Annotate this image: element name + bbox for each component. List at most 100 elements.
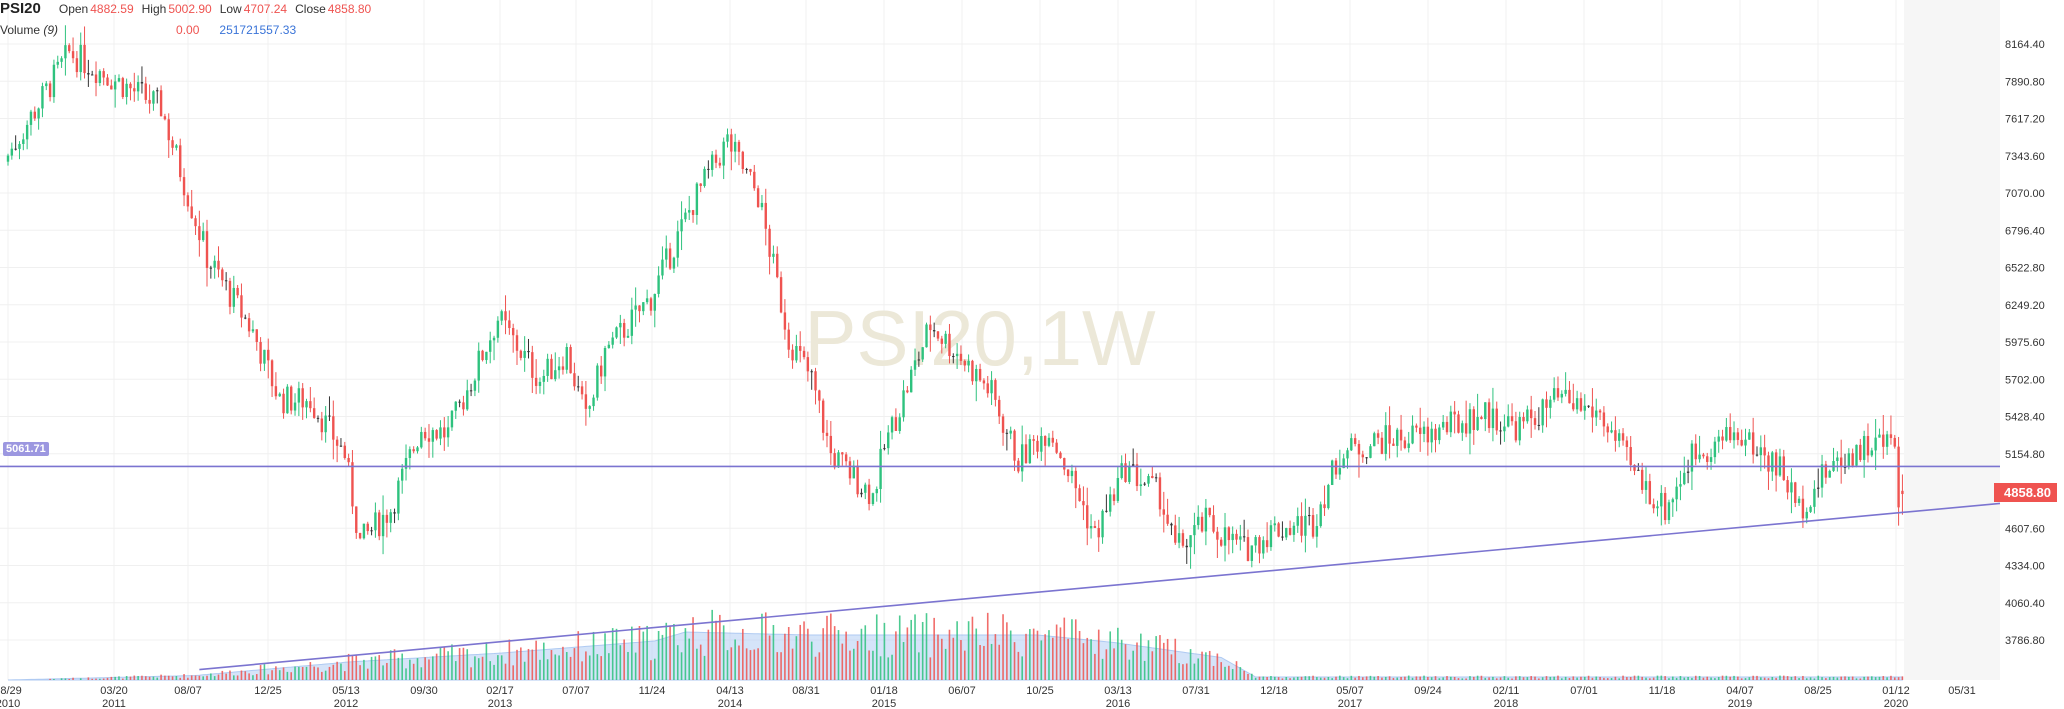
candle-body [29, 111, 33, 125]
volume-bar [902, 642, 905, 680]
volume-bar [1193, 663, 1196, 680]
candle-body [1185, 545, 1188, 548]
open-value: 4882.59 [90, 2, 134, 16]
volume-bar [1836, 677, 1839, 680]
volume-bar [72, 677, 74, 680]
volume-bar [1071, 619, 1073, 680]
volume-bar [1029, 629, 1031, 680]
horizontal-line-price-label[interactable]: 5061.71 [3, 442, 49, 456]
volume-bar [420, 667, 423, 680]
volume-bar [328, 666, 331, 680]
candle-body [473, 380, 477, 391]
candle-body [1154, 477, 1158, 479]
candle-body [14, 148, 17, 150]
volume-bar [386, 662, 388, 680]
volume-bar [1358, 675, 1360, 680]
volume-bar [493, 664, 495, 680]
volume-bar [764, 612, 767, 680]
price-tick-label: 7890.80 [2005, 76, 2045, 88]
candle-body [404, 457, 408, 469]
volume-bar [1844, 676, 1846, 680]
volume-bar [152, 676, 155, 680]
volume-bar [1247, 673, 1249, 680]
volume-period: (9) [43, 23, 59, 37]
volume-bar [210, 673, 212, 680]
symbol-name[interactable]: PSI20 [0, 0, 41, 17]
volume-bar [573, 648, 576, 680]
time-tick-label: 02/11 [1493, 685, 1520, 697]
volume-bar [1032, 628, 1035, 680]
volume-bar [1557, 675, 1559, 680]
candle-body [1721, 436, 1724, 441]
candle-body [825, 432, 829, 436]
volume-bar [156, 677, 159, 680]
volume-bar [1025, 633, 1027, 680]
volume-legend[interactable]: Volume (9) 0.00 251721557.33 [0, 22, 296, 39]
candle-body [18, 143, 21, 149]
volume-bar [1518, 676, 1521, 680]
candle-body [909, 369, 913, 393]
price-tick-label: 4334.00 [2005, 561, 2045, 573]
volume-bar [696, 648, 698, 680]
volume-bar [1143, 660, 1146, 680]
volume-bar [1851, 676, 1854, 680]
volume-bar [1729, 676, 1732, 680]
volume-bar [99, 678, 101, 680]
candle-body [446, 427, 450, 438]
candle-body [1109, 494, 1112, 512]
candle-body [163, 116, 167, 120]
candle-body [714, 154, 718, 163]
open-label: Open [58, 2, 89, 16]
volume-bar [1763, 677, 1766, 680]
candle-body [1656, 506, 1659, 509]
candle-body [293, 402, 297, 411]
candle-body [1843, 466, 1847, 468]
candle-body [515, 335, 519, 351]
volume-bar [1740, 678, 1743, 680]
volume-bar [1052, 637, 1054, 680]
volume-bar [405, 668, 407, 680]
volume-bar [669, 625, 671, 680]
candle-body [1434, 428, 1437, 441]
candle-body [1143, 483, 1146, 485]
candle-body [182, 177, 186, 196]
volume-bar [1576, 677, 1578, 680]
volume-bar [1664, 676, 1666, 680]
future-area [1904, 0, 2000, 680]
time-tick-label: 07/31 [1182, 685, 1210, 697]
volume-bar [963, 650, 966, 680]
volume-bar [941, 638, 943, 680]
volume-bar [684, 628, 687, 680]
candle-body [1419, 427, 1422, 434]
candle-body [1445, 421, 1449, 433]
candle-body [531, 352, 534, 378]
volume-bar [171, 676, 174, 680]
candle-body [844, 454, 848, 462]
candle-body [1258, 537, 1261, 554]
volume-bar [1813, 678, 1816, 680]
time-tick-label: 10/25 [1026, 685, 1054, 697]
volume-bar [879, 656, 882, 680]
volume-bar [1381, 677, 1383, 680]
candle-body [577, 386, 580, 388]
volume-bar [164, 675, 166, 680]
volume-bar [1748, 677, 1751, 680]
candle-body [83, 44, 86, 74]
volume-bar [1304, 676, 1307, 680]
candle-body [1403, 440, 1407, 448]
candle-body [458, 401, 461, 403]
candle-body [1568, 389, 1571, 404]
candle-body [385, 514, 389, 523]
volume-bar [1599, 676, 1601, 680]
volume-bar [317, 667, 319, 680]
volume-bar [1319, 677, 1322, 680]
volume-bar [849, 650, 851, 680]
candle-body [722, 141, 725, 166]
time-tick-label: 03/20 [100, 685, 128, 697]
candle-body [389, 512, 392, 523]
volume-bar [742, 628, 744, 680]
price-tick-label: 6249.20 [2005, 300, 2045, 312]
candle-body [297, 388, 301, 403]
volume-bar [1243, 670, 1245, 680]
